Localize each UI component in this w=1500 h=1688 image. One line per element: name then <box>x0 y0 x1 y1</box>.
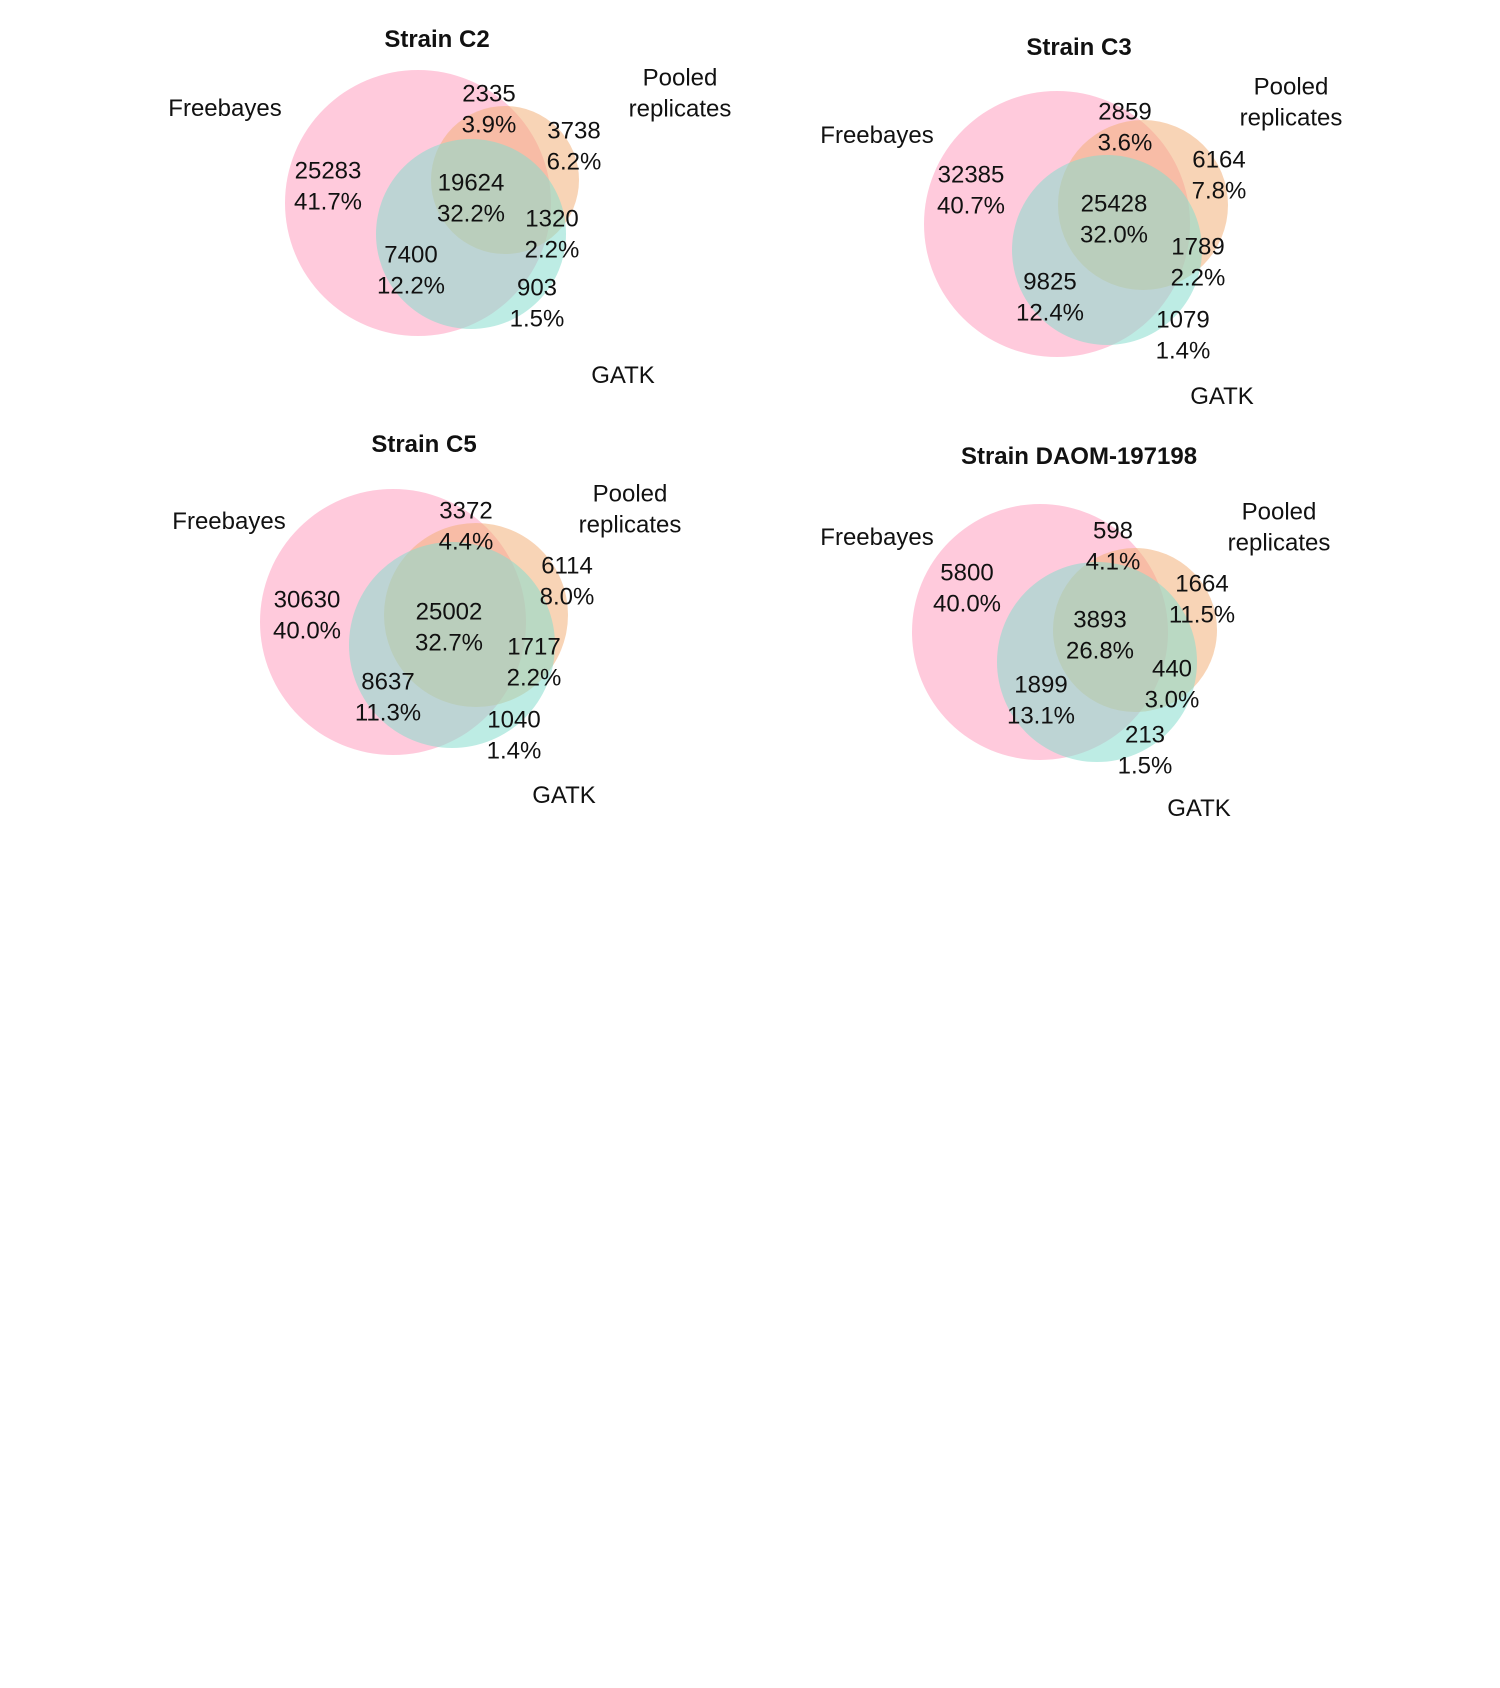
freebayes-set-label: Freebayes <box>820 524 933 551</box>
region-label-pooled-only: 6114 8.0% <box>540 553 595 611</box>
region-label-freebayes-only: 32385 40.7% <box>937 162 1005 220</box>
venn-panel: Strain DAOM-197198 Freebayes Pooled replica… <box>820 443 1330 822</box>
region-label-all-three: 25428 32.0% <box>1080 191 1148 249</box>
region-label-pooled-gatk: 1320 2.2% <box>525 206 580 264</box>
region-label-freebayes-only: 30630 40.0% <box>273 587 341 645</box>
region-label-freebayes-only: 5800 40.0% <box>933 560 1001 618</box>
region-label-freebayes-pooled: 2335 3.9% <box>462 81 517 139</box>
region-label-freebayes-gatk: 1899 13.1% <box>1007 672 1075 730</box>
panel-title: Strain C3 <box>1026 34 1131 61</box>
gatk-circle <box>1012 155 1202 345</box>
freebayes-set-label: Freebayes <box>168 95 281 122</box>
region-label-pooled-gatk: 1717 2.2% <box>507 634 562 692</box>
region-label-pooled-gatk: 1789 2.2% <box>1171 234 1226 292</box>
region-label-gatk-only: 213 1.5% <box>1118 722 1173 780</box>
pooled-set-label: Pooled replicates <box>579 481 682 539</box>
gatk-set-label: GATK <box>1190 383 1254 410</box>
region-label-all-three: 3893 26.8% <box>1066 607 1134 665</box>
region-label-freebayes-only: 25283 41.7% <box>294 158 362 216</box>
gatk-set-label: GATK <box>1167 795 1231 822</box>
region-label-gatk-only: 1079 1.4% <box>1156 307 1211 365</box>
gatk-set-label: GATK <box>591 362 655 389</box>
region-label-freebayes-pooled: 598 4.1% <box>1086 518 1141 576</box>
freebayes-set-label: Freebayes <box>820 122 933 149</box>
region-label-freebayes-gatk: 7400 12.2% <box>377 242 445 300</box>
region-label-freebayes-gatk: 9825 12.4% <box>1016 269 1084 327</box>
gatk-circle <box>349 542 555 748</box>
region-label-gatk-only: 903 1.5% <box>510 275 565 333</box>
region-label-freebayes-gatk: 8637 11.3% <box>355 669 421 727</box>
region-label-pooled-only: 3738 6.2% <box>547 118 602 176</box>
panel-title: Strain C2 <box>384 26 489 53</box>
freebayes-set-label: Freebayes <box>172 508 285 535</box>
region-label-freebayes-pooled: 2859 3.6% <box>1098 99 1153 157</box>
pooled-set-label: Pooled replicates <box>629 65 732 123</box>
gatk-circle <box>376 139 566 329</box>
panel-title: Strain DAOM-197198 <box>961 443 1197 470</box>
pooled-set-label: Pooled replicates <box>1240 74 1343 132</box>
venn-panel: Strain C3 Freebayes Pooled replicates GATK 32… <box>820 34 1342 410</box>
region-label-all-three: 19624 32.2% <box>437 170 505 228</box>
venn-panel: Strain C5 Freebayes Pooled replicates GATK 30… <box>172 431 681 809</box>
pooled-set-label: Pooled replicates <box>1228 499 1331 557</box>
gatk-set-label: GATK <box>532 782 596 809</box>
region-label-pooled-gatk: 440 3.0% <box>1145 656 1200 714</box>
venn-panel: Strain C2 Freebayes Pooled replicates GATK 25… <box>168 26 731 389</box>
region-label-pooled-only: 6164 7.8% <box>1192 147 1247 205</box>
gatk-circle <box>997 562 1197 762</box>
region-label-freebayes-pooled: 3372 4.4% <box>439 498 494 556</box>
panel-title: Strain C5 <box>371 431 476 458</box>
region-label-gatk-only: 1040 1.4% <box>487 707 542 765</box>
region-label-all-three: 25002 32.7% <box>415 599 483 657</box>
region-label-pooled-only: 1664 11.5% <box>1169 571 1235 629</box>
